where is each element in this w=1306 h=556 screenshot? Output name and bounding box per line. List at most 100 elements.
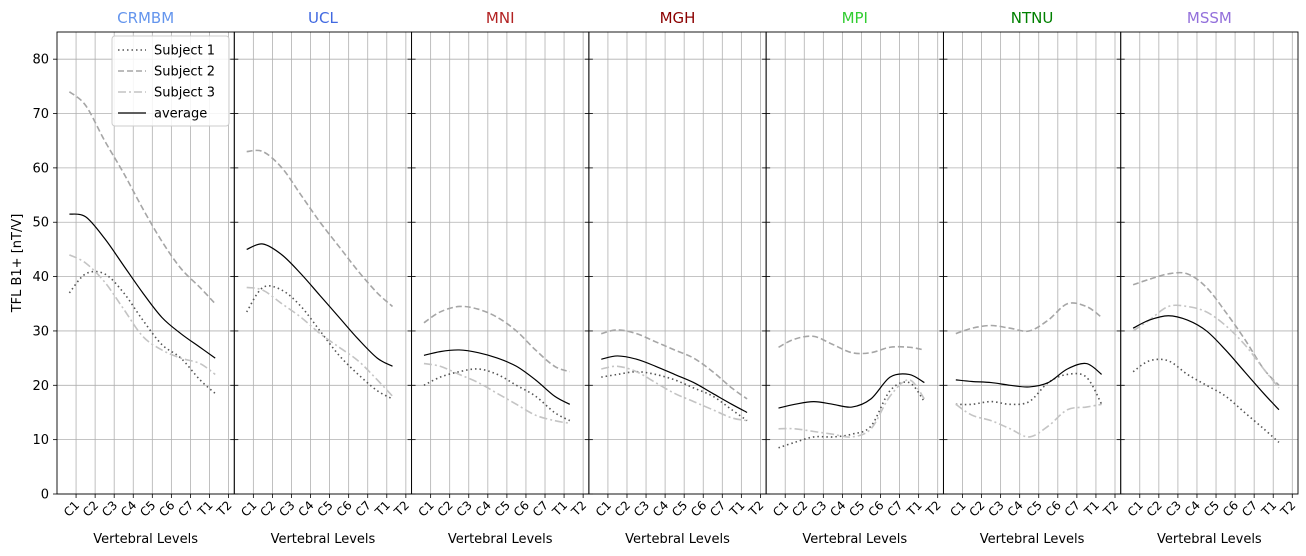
- legend-label: average: [154, 107, 207, 122]
- x-tick-label: C7: [353, 498, 374, 519]
- x-tick-label: C2: [435, 498, 456, 519]
- x-tick-label: C6: [156, 498, 177, 519]
- legend-label: Subject 3: [154, 86, 215, 101]
- series-line-subject-2: [778, 335, 925, 355]
- x-axis-label: Vertebral Levels: [93, 532, 198, 547]
- x-tick-label: T2: [1100, 498, 1121, 519]
- panel-title: MNI: [486, 9, 515, 27]
- x-tick-label: C4: [473, 498, 494, 519]
- x-tick-label: C7: [1239, 498, 1260, 519]
- x-tick-label: T1: [904, 498, 925, 519]
- x-tick-label: C5: [137, 498, 158, 519]
- x-tick-label: C3: [99, 498, 120, 519]
- x-tick-label: C7: [1062, 498, 1083, 519]
- x-tick-label: C4: [1005, 498, 1026, 519]
- panel-frame: [942, 31, 1122, 495]
- series-line-subject-3: [778, 379, 926, 438]
- x-tick-label: T2: [568, 498, 589, 519]
- panel-title: CRMBM: [117, 9, 174, 27]
- x-tick-label: T2: [1277, 498, 1298, 519]
- y-tick-label: 0: [41, 488, 49, 503]
- x-tick-label: T1: [194, 498, 215, 519]
- y-tick-label: 40: [32, 270, 49, 285]
- series-line-average: [1132, 315, 1280, 411]
- x-tick-label: C2: [80, 498, 101, 519]
- series-line-subject-2: [68, 91, 216, 305]
- series-line-average: [778, 373, 925, 409]
- series-line-average: [423, 349, 571, 405]
- series-line-subject-1: [423, 368, 571, 422]
- legend-box: [111, 35, 230, 127]
- y-tick-label: 50: [32, 216, 49, 231]
- series-line-subject-2: [246, 149, 394, 308]
- x-tick-label: C1: [593, 498, 614, 519]
- series-line-subject-1: [778, 381, 926, 449]
- series-line-subject-3: [423, 362, 570, 425]
- panel-frame: [1120, 31, 1299, 495]
- x-tick-label: C6: [334, 498, 355, 519]
- series-line-subject-2: [601, 329, 748, 400]
- y-axis-label: TFL B1+ [nT/V]: [10, 214, 25, 314]
- legend-label: Subject 2: [154, 65, 215, 80]
- x-axis-label: Vertebral Levels: [271, 532, 376, 547]
- x-tick-label: C3: [1163, 498, 1184, 519]
- x-tick-label: C1: [238, 498, 259, 519]
- x-axis-label: Vertebral Levels: [980, 532, 1085, 547]
- series-line-subject-1: [955, 372, 1103, 406]
- x-axis-label: Vertebral Levels: [1157, 532, 1262, 547]
- series-line-subject-2: [423, 305, 571, 373]
- x-tick-label: C3: [454, 498, 475, 519]
- x-tick-label: C7: [530, 498, 551, 519]
- x-tick-label: T1: [549, 498, 570, 519]
- series-line-subject-3: [69, 254, 216, 376]
- x-tick-label: C1: [61, 498, 82, 519]
- x-tick-label: C5: [314, 498, 335, 519]
- x-tick-label: C7: [175, 498, 196, 519]
- series-line-subject-3: [246, 286, 394, 397]
- series-line-subject-1: [245, 285, 393, 400]
- panel-frame: [765, 31, 944, 495]
- x-tick-label: C4: [295, 498, 316, 519]
- panel-title: MGH: [660, 9, 696, 27]
- x-tick-label: T2: [391, 498, 412, 519]
- panel-title: MSSM: [1187, 9, 1232, 27]
- x-tick-label: C3: [276, 498, 297, 519]
- x-tick-label: C2: [612, 498, 633, 519]
- y-tick-label: 60: [32, 161, 49, 176]
- x-tick-label: C2: [1144, 498, 1165, 519]
- series-line-subject-3: [601, 365, 748, 422]
- x-tick-label: C4: [650, 498, 671, 519]
- panel-frame: [588, 31, 767, 495]
- x-tick-label: C6: [511, 498, 532, 519]
- panel-title: UCL: [308, 9, 338, 27]
- x-tick-label: C1: [770, 498, 791, 519]
- x-tick-label: T1: [1081, 498, 1102, 519]
- series-line-average: [955, 362, 1103, 388]
- x-tick-label: C5: [1201, 498, 1222, 519]
- panel-frame: [411, 31, 590, 495]
- series-line-subject-3: [955, 403, 1102, 438]
- x-axis-label: Vertebral Levels: [625, 532, 730, 547]
- x-tick-label: C3: [808, 498, 829, 519]
- legend: Subject 1 Subject 2 Subject 3 average: [111, 35, 230, 127]
- x-tick-label: C7: [707, 498, 728, 519]
- x-tick-label: T1: [726, 498, 747, 519]
- series-line-average: [69, 213, 216, 359]
- y-tick-label: 70: [32, 107, 49, 122]
- y-axis: 0 10 20 30 40 50 60 70 80: [32, 53, 57, 503]
- series-line-subject-1: [68, 270, 216, 395]
- x-tick-label: C1: [416, 498, 437, 519]
- x-tick-label: T1: [372, 498, 393, 519]
- x-axis-label: Vertebral Levels: [448, 532, 553, 547]
- y-tick-label: 20: [32, 379, 49, 394]
- y-tick-label: 30: [32, 324, 49, 339]
- series-line-subject-2: [1132, 271, 1280, 386]
- x-tick-label: T2: [923, 498, 944, 519]
- panel-title: MPI: [842, 9, 868, 27]
- x-tick-label: C5: [846, 498, 867, 519]
